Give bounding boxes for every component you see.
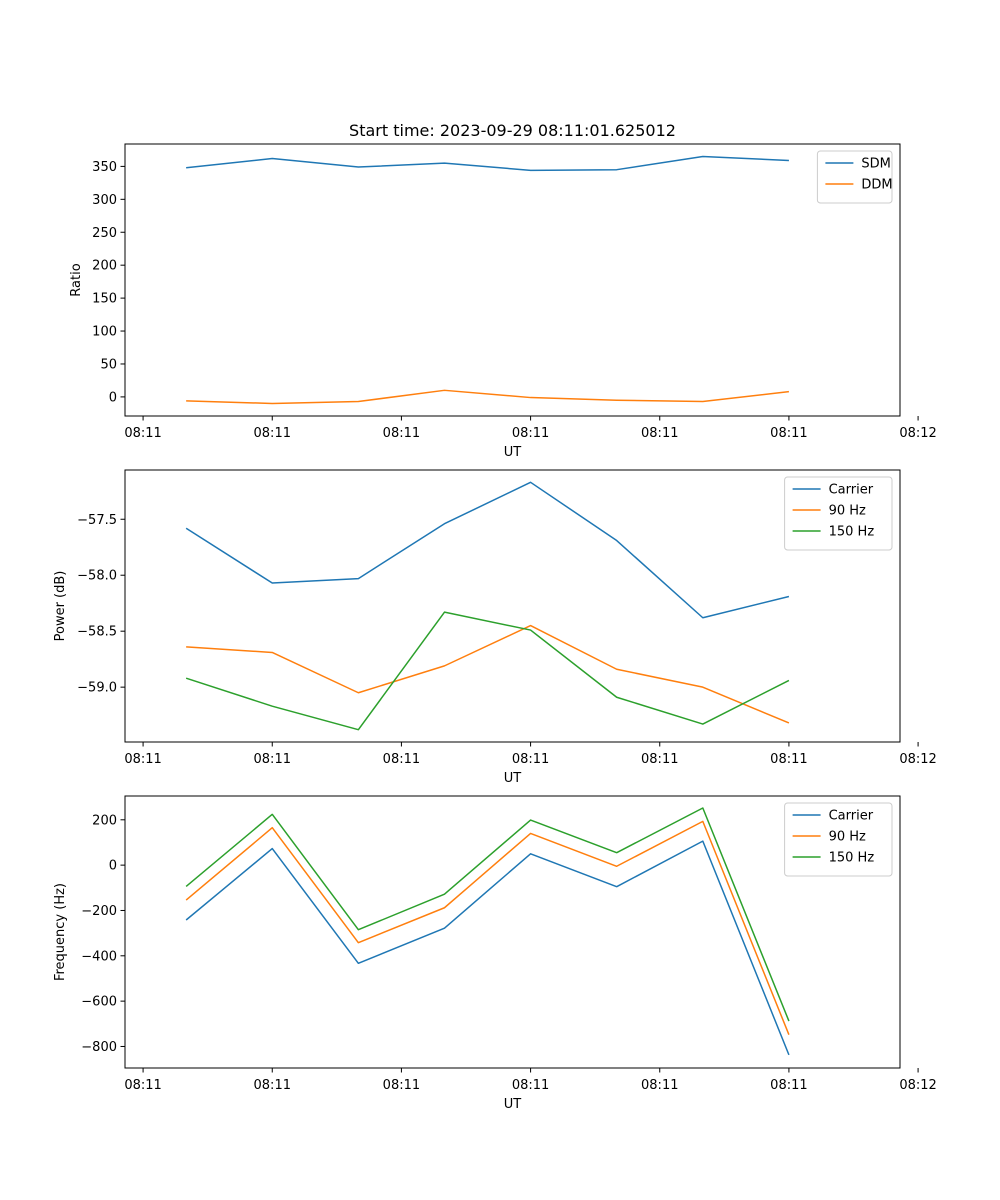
x-tick-label: 08:11 (254, 1078, 291, 1093)
series-line-ddm (186, 389, 790, 405)
legend-label: SDM (861, 157, 890, 172)
x-tick-label: 08:11 (512, 752, 549, 767)
panel-frequency: 08:11 08:11 08:11 08:11 08:11 08:11 08:12 −800 −… (53, 795, 937, 1112)
legend: Carrier 90 Hz 150 Hz (784, 802, 893, 877)
x-tick-label: 08:11 (124, 426, 161, 441)
y-tick-label: −200 (81, 904, 117, 919)
y-tick-label: −59.0 (77, 681, 117, 696)
series-line-150-hz (185, 611, 790, 731)
x-axis-label: UT (504, 445, 522, 460)
y-tick-label: 50 (100, 357, 117, 372)
legend-box (816, 150, 893, 204)
y-tick-label: 350 (92, 160, 117, 175)
series-line-carrier (185, 481, 790, 619)
legend-label: 90 Hz (829, 504, 866, 519)
y-axis-label: Ratio (69, 263, 84, 296)
y-tick-label: −600 (81, 995, 117, 1010)
y-tick-label: 200 (92, 813, 117, 828)
y-tick-label: −800 (81, 1040, 117, 1055)
x-axis-label: UT (504, 1097, 522, 1112)
series-line-carrier (185, 840, 790, 1056)
legend: SDM DDM (816, 150, 893, 204)
legend-label: 90 Hz (829, 830, 866, 845)
x-tick-label: 08:11 (512, 426, 549, 441)
x-tick-label: 08:12 (899, 1078, 936, 1093)
x-tick-label: 08:11 (383, 426, 420, 441)
x-tick-label: 08:11 (641, 1078, 678, 1093)
x-tick-label: 08:11 (770, 1078, 807, 1093)
y-tick-label: −400 (81, 949, 117, 964)
x-tick-label: 08:11 (641, 426, 678, 441)
x-tick-label: 08:11 (383, 1078, 420, 1093)
y-tick-label: −57.5 (77, 513, 117, 528)
legend: Carrier 90 Hz 150 Hz (784, 476, 893, 551)
y-axis-label: Frequency (Hz) (53, 883, 68, 981)
series-line-sdm (186, 155, 789, 172)
x-tick-label: 08:11 (254, 426, 291, 441)
panel-ratio: 08:11 08:11 08:11 08:11 08:11 08:11 08:12 0 50 10… (69, 143, 937, 460)
legend-label: DDM (861, 178, 892, 193)
x-tick-label: 08:11 (383, 752, 420, 767)
x-tick-label: 08:11 (254, 752, 291, 767)
y-tick-label: 0 (109, 859, 117, 874)
x-axis-label: UT (504, 771, 522, 786)
legend-label: Carrier (829, 809, 874, 824)
y-tick-label: 250 (92, 226, 117, 241)
y-tick-label: 200 (92, 259, 117, 274)
x-tick-label: 08:11 (770, 752, 807, 767)
legend-label: Carrier (829, 483, 874, 498)
panel-power: 08:11 08:11 08:11 08:11 08:11 08:11 08:12 −59.0… (53, 469, 937, 786)
x-tick-label: 08:11 (770, 426, 807, 441)
y-tick-label: 300 (92, 193, 117, 208)
y-tick-label: 0 (109, 390, 117, 405)
x-tick-label: 08:11 (512, 1078, 549, 1093)
series-line-90-hz (186, 624, 790, 724)
x-tick-label: 08:11 (124, 1078, 161, 1093)
x-tick-label: 08:11 (641, 752, 678, 767)
x-tick-label: 08:11 (124, 752, 161, 767)
series-line-150-hz (185, 807, 790, 1022)
legend-label: 150 Hz (829, 525, 875, 540)
figure-title: Start time: 2023-09-29 08:11:01.625012 (349, 121, 676, 140)
x-tick-label: 08:12 (899, 426, 936, 441)
y-tick-label: 150 (92, 292, 117, 307)
y-tick-label: −58.5 (77, 625, 117, 640)
legend-label: 150 Hz (829, 851, 875, 866)
axes-frame (124, 795, 901, 1069)
series-line-90-hz (185, 820, 790, 1035)
y-tick-label: 100 (92, 325, 117, 340)
y-axis-label: Power (dB) (53, 571, 68, 642)
axes-frame (124, 143, 901, 417)
x-tick-label: 08:12 (899, 752, 936, 767)
axes-frame (124, 469, 901, 743)
y-tick-label: −58.0 (77, 569, 117, 584)
